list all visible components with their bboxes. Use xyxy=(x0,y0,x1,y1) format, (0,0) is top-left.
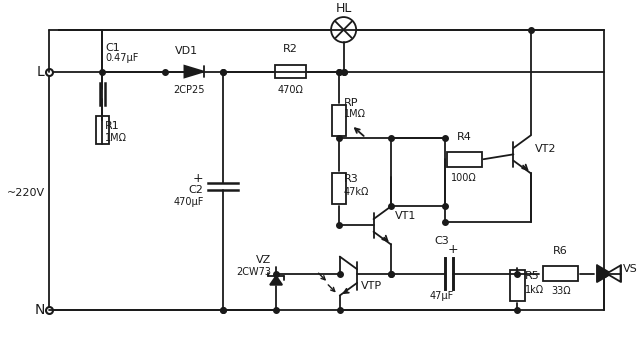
Text: 47kΩ: 47kΩ xyxy=(344,187,369,197)
Text: R3: R3 xyxy=(344,174,358,184)
Text: ~220V: ~220V xyxy=(6,188,45,198)
Text: 0.47μF: 0.47μF xyxy=(106,53,139,63)
Text: C3: C3 xyxy=(435,236,449,246)
Bar xyxy=(332,173,346,204)
Text: VT2: VT2 xyxy=(534,145,556,154)
Polygon shape xyxy=(597,265,611,282)
Bar xyxy=(275,65,306,78)
Text: R6: R6 xyxy=(554,246,568,256)
Polygon shape xyxy=(607,265,621,282)
Text: R1: R1 xyxy=(106,121,120,131)
Text: VT1: VT1 xyxy=(395,211,416,221)
Text: N: N xyxy=(34,303,45,317)
Text: 100Ω: 100Ω xyxy=(451,173,477,183)
Text: L: L xyxy=(36,64,45,78)
Polygon shape xyxy=(270,276,282,285)
Text: +: + xyxy=(193,172,204,185)
Text: 1MΩ: 1MΩ xyxy=(106,133,127,143)
Text: RP: RP xyxy=(344,98,358,108)
Text: 1kΩ: 1kΩ xyxy=(525,285,544,295)
Text: R4: R4 xyxy=(457,132,472,142)
Text: 47μF: 47μF xyxy=(430,291,454,301)
Text: 470μF: 470μF xyxy=(173,197,204,207)
Bar xyxy=(510,270,525,301)
Text: R2: R2 xyxy=(283,44,298,54)
Text: 2CP25: 2CP25 xyxy=(173,85,205,95)
Text: 2CW73: 2CW73 xyxy=(236,267,271,277)
Text: 470Ω: 470Ω xyxy=(278,85,303,95)
Bar xyxy=(543,266,578,281)
Bar xyxy=(447,152,481,166)
Text: C1: C1 xyxy=(106,43,120,53)
Text: VTP: VTP xyxy=(361,281,382,291)
Bar xyxy=(332,105,346,136)
Text: C2: C2 xyxy=(189,186,204,195)
Text: 33Ω: 33Ω xyxy=(551,286,570,296)
Text: HL: HL xyxy=(335,2,352,15)
Text: +: + xyxy=(448,243,458,256)
Bar xyxy=(95,116,109,144)
Polygon shape xyxy=(184,66,204,77)
Text: VZ: VZ xyxy=(256,255,271,266)
Text: R5: R5 xyxy=(525,271,540,281)
Text: 1MΩ: 1MΩ xyxy=(344,109,365,119)
Text: VD1: VD1 xyxy=(175,46,198,56)
Text: VS: VS xyxy=(623,264,637,274)
